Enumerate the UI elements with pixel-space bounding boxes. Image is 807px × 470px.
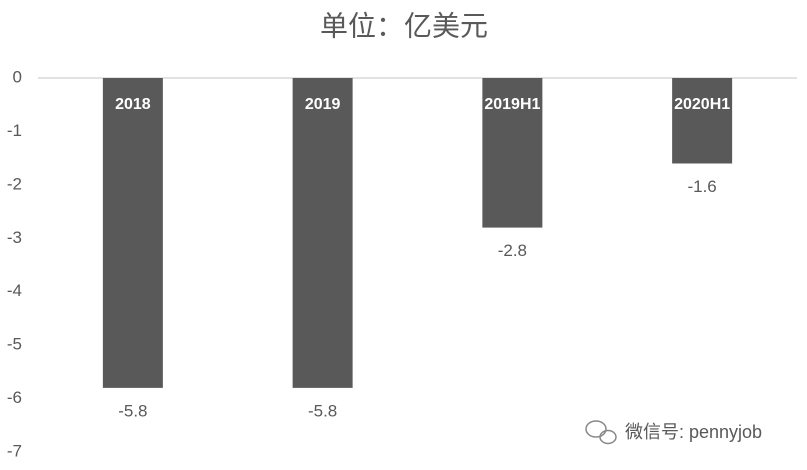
y-tick-label: -1 (7, 121, 22, 140)
y-tick-label: -2 (7, 174, 22, 193)
y-tick-label: -4 (7, 281, 22, 300)
value-label: -1.6 (687, 177, 716, 196)
bar (672, 78, 733, 164)
category-label: 2019 (305, 96, 341, 113)
category-label: 2019H1 (484, 96, 540, 113)
y-tick-label: -3 (7, 228, 22, 247)
value-label: -5.8 (308, 401, 337, 420)
watermark: 微信号: pennyjob (625, 422, 762, 442)
category-label: 2020H1 (674, 96, 730, 113)
bar (292, 78, 353, 388)
chart-title: 单位：亿美元 (320, 10, 488, 41)
y-tick-label: -6 (7, 388, 22, 407)
value-label: -2.8 (498, 241, 527, 260)
y-tick-label: 0 (13, 67, 22, 86)
y-tick-label: -5 (7, 335, 22, 354)
value-label: -5.8 (118, 401, 147, 420)
y-tick-label: -7 (7, 441, 22, 460)
bar (102, 78, 163, 388)
category-label: 2018 (115, 96, 151, 113)
bar (482, 78, 543, 228)
watermark-icon (585, 420, 617, 445)
